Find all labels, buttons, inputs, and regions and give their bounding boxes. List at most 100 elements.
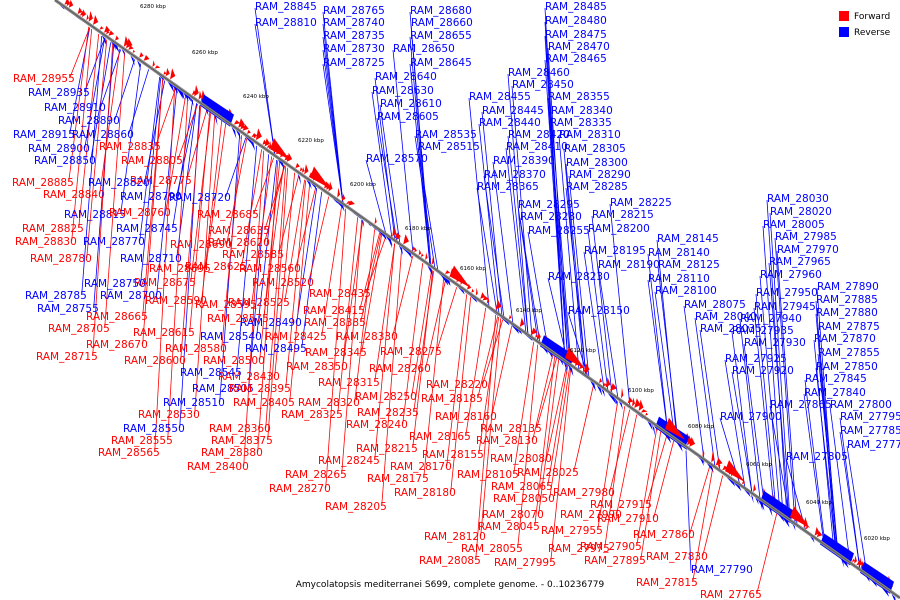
gene-label[interactable]: RAM_28850 — [34, 155, 96, 167]
gene-label[interactable]: RAM_28410 — [506, 141, 568, 153]
gene-label[interactable]: RAM_28760 — [109, 207, 171, 219]
gene-label[interactable]: RAM_28810 — [255, 17, 317, 29]
gene-label[interactable]: RAM_28215 — [356, 443, 418, 455]
gene-label[interactable]: RAM_28765 — [323, 5, 385, 17]
gene-label[interactable]: RAM_28230 — [548, 271, 610, 283]
gene-label[interactable]: RAM_28070 — [482, 509, 544, 521]
gene-label[interactable]: RAM_28575 — [207, 313, 269, 325]
gene-label[interactable]: RAM_28205 — [325, 501, 387, 513]
gene-label[interactable]: RAM_28555 — [111, 435, 173, 447]
gene-label[interactable]: RAM_28495 — [245, 343, 307, 355]
gene-label[interactable]: RAM_28335 — [550, 117, 612, 129]
gene-label[interactable]: RAM_28470 — [548, 41, 610, 53]
gene-label[interactable]: RAM_28635 — [208, 225, 270, 237]
gene-label[interactable]: RAM_28400 — [187, 461, 249, 473]
gene-label[interactable]: RAM_28215 — [592, 209, 654, 221]
gene-label[interactable]: RAM_28295 — [518, 199, 580, 211]
gene-label[interactable]: RAM_28250 — [355, 391, 417, 403]
gene-label[interactable]: RAM_28510 — [163, 397, 225, 409]
gene-label[interactable]: RAM_28955 — [13, 73, 75, 85]
gene-label[interactable]: RAM_28630 — [372, 85, 434, 97]
gene-label[interactable]: RAM_28690 — [170, 239, 232, 251]
gene-label[interactable]: RAM_28140 — [648, 247, 710, 259]
gene-label[interactable]: RAM_27815 — [636, 577, 698, 589]
gene-label[interactable]: RAM_28815 — [64, 209, 126, 221]
gene-label[interactable]: RAM_28710 — [120, 253, 182, 265]
gene-label[interactable]: RAM_28735 — [323, 30, 385, 42]
gene-label[interactable]: RAM_28460 — [508, 67, 570, 79]
gene-label[interactable]: RAM_28440 — [479, 117, 541, 129]
gene-label[interactable]: RAM_28750 — [84, 278, 146, 290]
gene-label[interactable]: RAM_28365 — [477, 181, 539, 193]
gene-label[interactable]: RAM_28785 — [25, 290, 87, 302]
gene-label[interactable]: RAM_27875 — [818, 321, 880, 333]
gene-label[interactable]: RAM_28500 — [203, 355, 265, 367]
gene-label[interactable]: RAM_27975 — [548, 543, 610, 555]
gene-label[interactable]: RAM_28170 — [390, 461, 452, 473]
gene-label[interactable]: RAM_28790 — [120, 191, 182, 203]
gene-label[interactable]: RAM_27960 — [760, 269, 822, 281]
gene-label[interactable]: RAM_28670 — [86, 339, 148, 351]
gene-label[interactable]: RAM_28775 — [130, 175, 192, 187]
gene-label[interactable]: RAM_27850 — [816, 361, 878, 373]
gene-label[interactable]: RAM_27965 — [769, 256, 831, 268]
gene-label[interactable]: RAM_28780 — [30, 253, 92, 265]
gene-label[interactable]: RAM_27885 — [816, 294, 878, 306]
gene-label[interactable]: RAM_28545 — [180, 367, 242, 379]
gene-label[interactable]: RAM_28685 — [197, 209, 259, 221]
gene-label[interactable]: RAM_28275 — [380, 346, 442, 358]
gene-label[interactable]: RAM_28370 — [484, 169, 546, 181]
gene-label[interactable]: RAM_28700 — [100, 290, 162, 302]
gene-label[interactable]: RAM_28910 — [44, 102, 106, 114]
gene-label[interactable]: RAM_28530 — [138, 409, 200, 421]
gene-label[interactable]: RAM_28825 — [22, 223, 84, 235]
gene-label[interactable]: RAM_28270 — [269, 483, 331, 495]
gene-label[interactable]: RAM_28720 — [169, 192, 231, 204]
gene-label[interactable]: RAM_28600 — [124, 355, 186, 367]
gene-label[interactable]: RAM_28355 — [548, 91, 610, 103]
gene-label[interactable]: RAM_28820 — [88, 177, 150, 189]
gene-label[interactable]: RAM_28935 — [28, 87, 90, 99]
gene-label[interactable]: RAM_28380 — [201, 447, 263, 459]
gene-label[interactable]: RAM_28005 — [763, 219, 825, 231]
gene-label[interactable]: RAM_28120 — [424, 531, 486, 543]
gene-label[interactable]: RAM_28480 — [545, 15, 607, 27]
gene-label[interactable]: RAM_28580 — [165, 343, 227, 355]
gene-label[interactable]: RAM_28435 — [309, 288, 371, 300]
gene-label[interactable]: RAM_27955 — [541, 525, 603, 537]
gene-label[interactable]: RAM_27845 — [805, 373, 867, 385]
gene-label[interactable]: RAM_27855 — [818, 347, 880, 359]
gene-label[interactable]: RAM_27930 — [744, 337, 806, 349]
gene-label[interactable]: RAM_28915 — [13, 129, 75, 141]
gene-label[interactable]: RAM_28520 — [252, 277, 314, 289]
gene-label[interactable]: RAM_28560 — [239, 263, 301, 275]
gene-label[interactable]: RAM_28490 — [240, 317, 302, 329]
gene-label[interactable]: RAM_28830 — [15, 236, 77, 248]
gene-label[interactable]: RAM_27785 — [840, 425, 900, 437]
gene-label[interactable]: RAM_27980 — [553, 487, 615, 499]
gene-label[interactable]: RAM_27920 — [732, 365, 794, 377]
gene-label[interactable]: RAM_28570 — [366, 153, 428, 165]
gene-label[interactable]: RAM_28045 — [478, 521, 540, 533]
gene-label[interactable]: RAM_27995 — [494, 557, 556, 569]
gene-label[interactable]: RAM_28655 — [410, 30, 472, 42]
gene-label[interactable]: RAM_28675 — [134, 277, 196, 289]
gene-label[interactable]: RAM_28585 — [222, 249, 284, 261]
gene-label[interactable]: RAM_27860 — [633, 529, 695, 541]
gene-label[interactable]: RAM_27840 — [804, 387, 866, 399]
gene-label[interactable]: RAM_28755 — [37, 303, 99, 315]
gene-label[interactable]: RAM_28415 — [303, 305, 365, 317]
gene-label[interactable]: RAM_28330 — [336, 331, 398, 343]
gene-label[interactable]: RAM_27790 — [691, 564, 753, 576]
gene-label[interactable]: RAM_28625 — [185, 261, 247, 273]
gene-label[interactable]: RAM_28445 — [482, 105, 544, 117]
gene-label[interactable]: RAM_28740 — [323, 17, 385, 29]
gene-label[interactable]: RAM_28620 — [208, 237, 270, 249]
gene-label[interactable]: RAM_27880 — [816, 307, 878, 319]
gene-label[interactable]: RAM_27925 — [725, 353, 787, 365]
gene-label[interactable]: RAM_28255 — [528, 225, 590, 237]
gene-label[interactable]: RAM_28395 — [229, 383, 291, 395]
gene-label[interactable]: RAM_28030 — [767, 193, 829, 205]
gene-label[interactable]: RAM_28860 — [72, 129, 134, 141]
gene-label[interactable]: RAM_28240 — [346, 419, 408, 431]
